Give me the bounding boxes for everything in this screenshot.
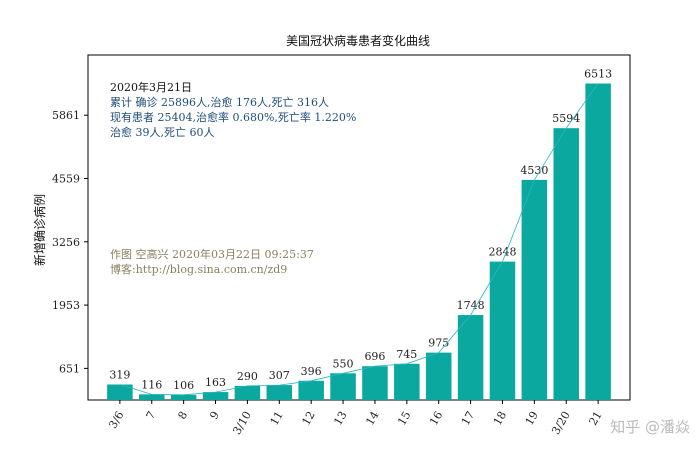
- bar: [139, 394, 165, 400]
- bar: [426, 353, 452, 400]
- bar-value-label: 6513: [584, 68, 612, 81]
- info-line: 治愈 39人,死亡 60人: [110, 125, 214, 139]
- info-line: 2020年3月21日: [110, 80, 192, 94]
- info-line: 现有患者 25404,治愈率 0.680%,死亡率 1.220%: [110, 110, 356, 124]
- bar-value-label: 2848: [488, 246, 516, 259]
- bar: [362, 366, 388, 400]
- x-tick-label: 12: [300, 409, 318, 428]
- x-tick-label: 21: [586, 409, 604, 428]
- x-tick-label: 17: [459, 409, 477, 428]
- x-tick-label: 3/20: [549, 409, 573, 437]
- credit-line: 博客:http://blog.sina.com.cn/zd9: [110, 262, 287, 276]
- chart-title: 美国冠状病毒患者变化曲线: [286, 33, 430, 48]
- bar-value-label: 163: [205, 376, 226, 389]
- bar-value-label: 4530: [520, 164, 548, 177]
- bar: [171, 395, 197, 400]
- bar-value-label: 745: [396, 348, 417, 361]
- info-line: 累计 确诊 25896人,治愈 176人,死亡 316人: [110, 95, 329, 109]
- y-axis-label: 新增确诊病例: [32, 194, 47, 266]
- x-tick-label: 19: [523, 409, 541, 428]
- x-tick-label: 15: [395, 409, 413, 428]
- bar: [203, 392, 229, 400]
- bar-value-label: 116: [141, 378, 162, 391]
- y-tick-label: 651: [59, 362, 80, 375]
- bar-value-label: 106: [173, 379, 194, 392]
- bar: [553, 128, 579, 400]
- bar: [490, 262, 516, 400]
- bar: [458, 315, 484, 400]
- y-tick-label: 4559: [52, 172, 80, 185]
- bar-value-label: 1748: [457, 299, 485, 312]
- bar: [522, 180, 548, 400]
- y-tick-label: 1953: [52, 299, 80, 312]
- bar-value-label: 307: [269, 369, 290, 382]
- x-tick-label: 3/10: [230, 409, 254, 437]
- x-tick-label: 11: [268, 409, 286, 428]
- x-tick-label: 18: [491, 409, 509, 428]
- bar-value-label: 696: [364, 350, 385, 363]
- bar: [298, 381, 324, 400]
- bar: [585, 84, 611, 400]
- x-tick-label: 13: [331, 409, 349, 428]
- watermark: 知乎 @潘焱: [610, 418, 690, 436]
- x-tick-label: 14: [363, 409, 381, 428]
- bar: [394, 364, 420, 400]
- credit-line: 作图 空高兴 2020年03月22日 09:25:37: [110, 247, 314, 261]
- bar: [330, 373, 356, 400]
- y-tick-label: 5861: [52, 109, 80, 122]
- x-tick-label: 9: [207, 409, 222, 422]
- bar-value-label: 396: [301, 365, 322, 378]
- x-tick-label: 8: [175, 409, 190, 422]
- bar: [107, 384, 133, 400]
- bar-value-label: 319: [109, 368, 130, 381]
- x-tick-label: 16: [427, 409, 445, 428]
- y-tick-label: 3256: [52, 236, 80, 249]
- x-tick-label: 3/6: [106, 409, 126, 431]
- bar: [267, 385, 293, 400]
- bar-value-label: 975: [428, 337, 449, 350]
- x-tick-label: 7: [144, 409, 159, 422]
- bar-value-label: 550: [333, 357, 354, 370]
- bar-value-label: 290: [237, 370, 258, 383]
